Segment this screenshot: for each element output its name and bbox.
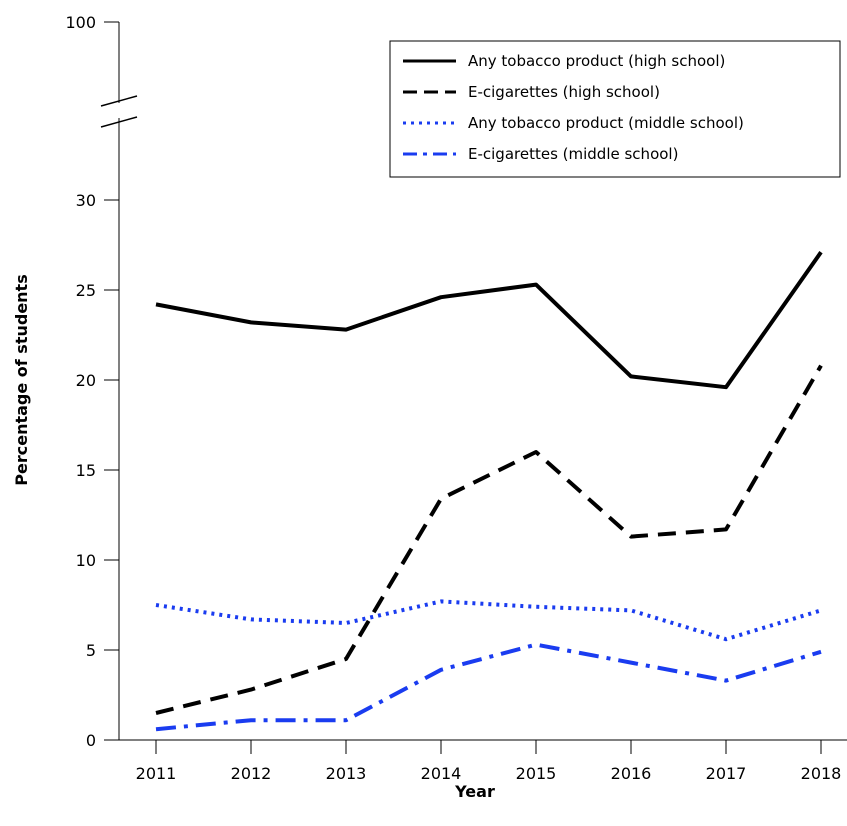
x-tick-label: 2012 — [231, 764, 272, 783]
series-lines — [155, 251, 823, 732]
y-tick-label: 30 — [76, 191, 96, 210]
series-line-3 — [155, 642, 822, 732]
legend-label-2: Any tobacco product (middle school) — [468, 114, 744, 132]
legend-label-0: Any tobacco product (high school) — [468, 52, 725, 70]
axis-break-mark-top — [100, 95, 138, 107]
axis-break-mark-bottom — [100, 116, 138, 128]
y-tick-label: 25 — [76, 281, 96, 300]
y-ticks: 0 5 10 15 20 25 30 — [76, 191, 119, 750]
y-top-label: 100 — [65, 13, 96, 32]
x-tick-label: 2013 — [326, 764, 367, 783]
y-axis-title: Percentage of students — [12, 274, 31, 485]
x-ticks: 2011 2012 2013 2014 2015 2016 2017 2018 — [136, 740, 842, 783]
x-tick-label: 2017 — [706, 764, 747, 783]
series-line-1 — [155, 364, 823, 715]
x-tick-label: 2015 — [516, 764, 557, 783]
x-tick-label: 2014 — [421, 764, 462, 783]
y-tick-label: 0 — [86, 731, 96, 750]
legend-label-3: E-cigarettes (middle school) — [468, 145, 678, 163]
series-line-2 — [155, 599, 822, 642]
series-line-0 — [155, 251, 823, 390]
y-tick-label: 5 — [86, 641, 96, 660]
x-tick-label: 2011 — [136, 764, 177, 783]
legend-box — [389, 40, 841, 178]
legend: Any tobacco product (high school) E-cigar… — [389, 40, 841, 178]
x-tick-label: 2016 — [611, 764, 652, 783]
y-tick-label: 20 — [76, 371, 96, 390]
legend-label-1: E-cigarettes (high school) — [468, 83, 660, 101]
y-tick-label: 10 — [76, 551, 96, 570]
y-tick-label: 15 — [76, 461, 96, 480]
x-axis-title: Year — [454, 782, 495, 801]
x-tick-label: 2018 — [801, 764, 842, 783]
